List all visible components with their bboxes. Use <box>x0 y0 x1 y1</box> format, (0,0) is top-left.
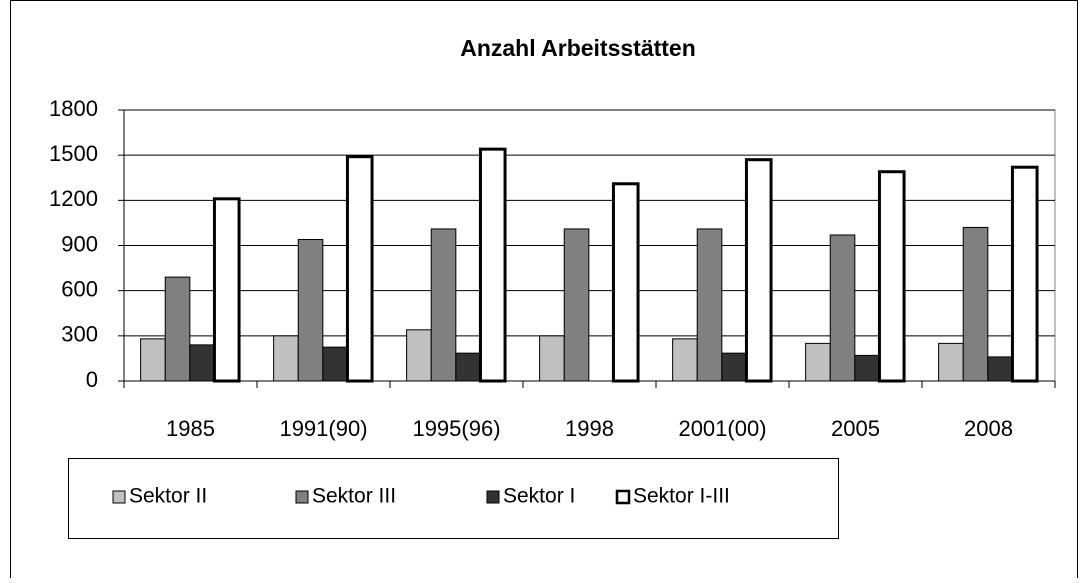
bar <box>1010 165 1039 383</box>
legend-swatch <box>295 490 309 504</box>
bar <box>539 335 565 382</box>
bar <box>854 354 880 382</box>
y-tick-label: 300 <box>61 322 98 347</box>
bar <box>273 335 299 382</box>
x-tick-label: 1995(96) <box>412 416 500 441</box>
y-tick-label: 900 <box>61 231 98 256</box>
bar <box>672 338 698 382</box>
bar <box>189 344 215 382</box>
bar <box>478 147 507 383</box>
bar <box>987 356 1013 382</box>
y-tick-label: 1800 <box>49 96 98 121</box>
bar <box>962 226 989 382</box>
legend-swatch <box>486 490 500 504</box>
bar <box>805 342 831 382</box>
bar <box>829 234 856 382</box>
bar <box>212 197 241 383</box>
bar <box>297 238 324 382</box>
legend-label: Sektor I-III <box>633 485 730 508</box>
y-tick-label: 600 <box>61 276 98 301</box>
bar <box>938 342 964 382</box>
legend-swatch <box>112 490 126 504</box>
x-tick-label: 1985 <box>166 416 215 441</box>
x-tick-label: 2001(00) <box>678 416 766 441</box>
bar <box>611 182 640 383</box>
bar <box>696 228 723 382</box>
legend-box <box>68 458 839 539</box>
x-tick-label: 1998 <box>565 416 614 441</box>
x-tick-label: 2005 <box>831 416 880 441</box>
bar <box>164 276 191 382</box>
bar <box>345 155 374 383</box>
y-tick-label: 1200 <box>49 186 98 211</box>
bar <box>721 352 747 382</box>
x-tick-label: 2008 <box>964 416 1013 441</box>
bar <box>430 228 457 382</box>
legend-swatch <box>615 489 631 505</box>
bar <box>563 228 590 382</box>
y-tick-label: 1500 <box>49 141 98 166</box>
legend-label: Sektor III <box>312 485 396 508</box>
y-tick-label: 0 <box>86 367 98 392</box>
legend-label: Sektor II <box>129 485 207 508</box>
bar <box>877 170 906 383</box>
chart-title: Anzahl Arbeitsstätten <box>460 35 696 61</box>
bar <box>322 346 348 382</box>
bar <box>140 338 166 382</box>
legend-label: Sektor I <box>503 485 575 508</box>
bar <box>406 329 432 382</box>
x-tick-label: 1991(90) <box>279 416 367 441</box>
bar <box>455 352 481 382</box>
bar <box>744 158 773 383</box>
